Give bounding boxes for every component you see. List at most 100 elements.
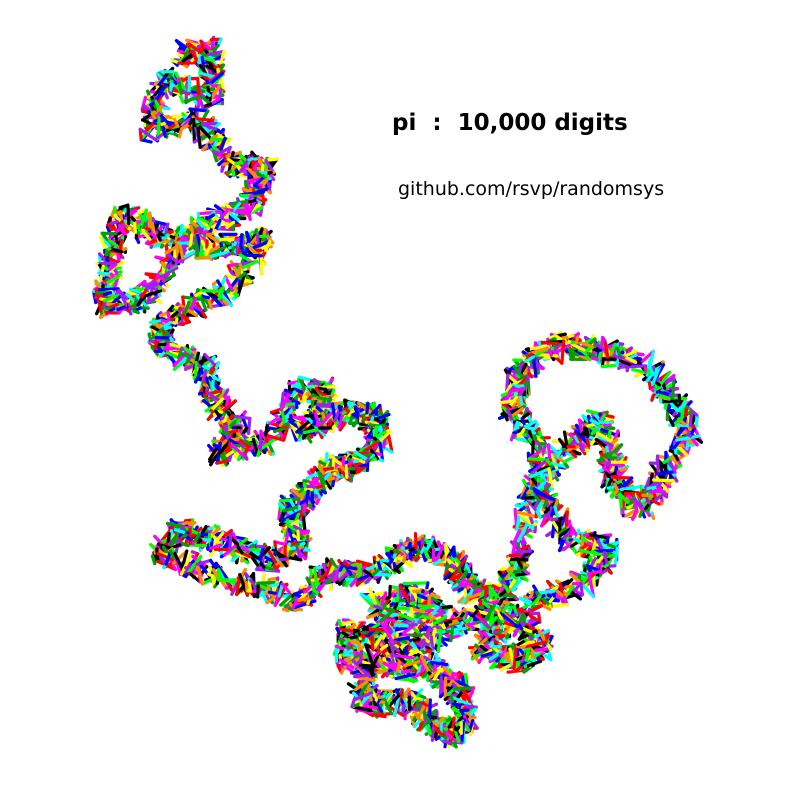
walk-step [196,124,202,149]
walk-step [256,581,260,599]
walk-step [447,558,466,585]
walk-step [150,554,157,566]
walk-step [511,539,517,555]
walk-step [192,117,196,144]
walk-step [154,335,173,340]
walk-step [313,566,319,587]
walk-step [194,117,218,123]
walk-step [273,424,293,434]
walk-step [432,542,446,566]
walk-step [256,580,279,585]
walk-step [378,441,385,463]
walk-step [204,243,224,257]
walk-step [188,233,194,251]
walk-step [94,287,120,292]
walk-step [258,431,286,451]
walk-step [164,251,177,262]
walk-step [264,421,270,437]
walk-step [191,532,201,546]
walk-step [135,294,150,310]
walk-step [515,511,522,532]
walk-step [356,562,363,582]
walk-step [97,270,123,287]
walk-step [424,537,434,554]
walk-step [228,528,233,552]
walk-step [238,253,252,263]
walk-step [185,42,201,65]
walk-step [196,288,222,293]
walk-step [344,453,366,464]
walk-step [273,540,290,547]
walk-step [513,553,524,569]
walk-step [511,549,533,555]
walk-step [537,340,560,346]
walk-step [343,454,349,479]
walk-step [100,231,112,246]
walk-step [236,271,247,297]
walk-step [506,557,529,562]
walk-step [140,289,163,299]
walk-step [138,127,159,143]
walk-step [459,569,469,583]
walk-step [312,486,322,499]
walk-step [145,121,156,132]
walk-step [164,549,173,566]
walk-step [510,575,525,593]
walk-step [187,75,192,96]
walk-step [516,510,538,519]
walk-step [225,439,232,457]
walk-step [165,351,181,360]
walk-step [255,171,269,181]
walk-step [100,231,118,236]
walk-step [506,568,519,581]
walk-step [209,527,221,537]
walk-step [463,572,478,577]
walk-step [200,55,216,63]
walk-step [306,470,321,480]
walk-step [215,145,232,157]
walk-step [279,509,286,523]
walk-step [164,222,170,237]
walk-step [500,399,520,405]
walk-step [196,210,222,216]
walk-step [201,127,218,141]
walk-step [174,71,189,95]
walk-step [148,318,164,324]
walk-step [146,293,162,305]
walk-step [132,218,137,234]
walk-step [156,115,161,140]
walk-step [258,545,266,562]
walk-step [317,470,327,495]
walk-step [235,572,242,597]
walk-step [195,562,205,586]
walk-step [140,287,149,299]
walk-step [600,363,619,369]
walk-step [318,565,334,583]
walk-step [560,339,566,365]
walk-step [139,138,153,144]
walk-step [114,243,121,263]
walk-step [195,558,213,567]
walk-step [155,547,160,564]
walk-step [185,554,203,576]
walk-step [154,84,167,103]
walk-step [211,533,223,547]
walk-step [196,218,209,234]
walk-step [500,597,519,602]
walk-step [518,392,524,409]
walk-step [206,543,223,551]
walk-step [160,122,167,138]
walk-step [214,561,229,581]
walk-step [177,346,184,360]
walk-step [279,591,296,607]
walk-step [179,550,194,576]
walk-step [376,429,390,438]
walk-step [209,249,235,258]
walk-step [206,296,213,310]
walk-step [205,232,223,246]
walk-step [154,339,158,353]
walk-step [161,260,180,274]
walk-step [97,271,114,276]
walk-step [564,510,569,530]
